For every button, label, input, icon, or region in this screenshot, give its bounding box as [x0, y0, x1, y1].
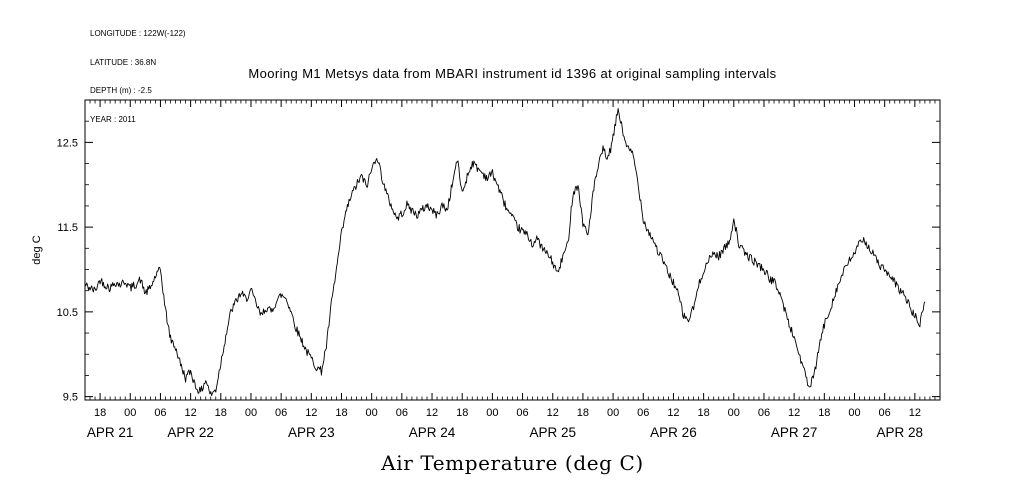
x-axis-tick-label: 00	[607, 407, 619, 419]
x-axis-tick-label: 12	[184, 407, 196, 419]
y-axis-title: deg C	[31, 235, 43, 264]
chart-title: Mooring M1 Metsys data from MBARI instru…	[248, 66, 777, 81]
y-axis-tick-label: 12.5	[57, 137, 78, 149]
meta-latitude: LATITUDE : 36.8N	[90, 57, 157, 67]
x-axis-tick-label: 00	[728, 407, 740, 419]
x-axis-tick-label: 06	[758, 407, 770, 419]
x-axis-day-label: APR 23	[288, 425, 335, 440]
y-axis-tick-label: 9.5	[63, 392, 78, 404]
series-line	[84, 107, 926, 396]
x-axis-tick-label: 00	[848, 407, 860, 419]
x-axis-day-label: APR 22	[167, 425, 214, 440]
x-axis-tick-label: 06	[396, 407, 408, 419]
x-axis-tick-label: 00	[366, 407, 378, 419]
x-axis-tick-label: 06	[879, 407, 891, 419]
x-axis-tick-label: 06	[275, 407, 287, 419]
x-axis-title: Air Temperature (deg C)	[381, 451, 644, 475]
x-axis-day-label: APR 28	[876, 425, 923, 440]
x-axis-tick-label: 00	[124, 407, 136, 419]
x-axis-tick-label: 00	[245, 407, 257, 419]
x-axis-day-label: APR 24	[409, 425, 456, 440]
x-axis-tick-label: 00	[486, 407, 498, 419]
x-axis-tick-label: 18	[697, 407, 709, 419]
x-axis-tick-label: 12	[426, 407, 438, 419]
meta-longitude: LONGITUDE : 122W(-122)	[90, 29, 186, 38]
x-axis-tick-label: 06	[637, 407, 649, 419]
x-axis-tick-label: 12	[909, 407, 921, 419]
x-axis-tick-label: 12	[667, 407, 679, 419]
x-axis-tick-label: 18	[818, 407, 830, 419]
x-axis-tick-label: 12	[788, 407, 800, 419]
x-axis-tick-label: 18	[335, 407, 347, 419]
meta-year: YEAR : 2011	[90, 114, 136, 124]
y-axis-tick-label: 11.5	[57, 222, 78, 234]
y-axis-tick-label: 10.5	[57, 307, 78, 319]
plot-frame	[84, 99, 941, 401]
x-axis-tick-label: 18	[94, 407, 106, 419]
x-axis-day-label: APR 25	[529, 425, 576, 440]
x-axis-day-label: APR 26	[650, 425, 697, 440]
header-info-block: LONGITUDE : 122W(-122) LATITUDE : 36.8N …	[90, 10, 186, 143]
x-axis-tick-label: 06	[516, 407, 528, 419]
meta-depth: DEPTH (m) : -2.5	[90, 86, 152, 95]
x-axis-tick-label: 12	[305, 407, 317, 419]
x-axis-tick-label: 18	[456, 407, 468, 419]
x-axis-day-label: APR 27	[771, 425, 818, 440]
x-axis-tick-label: 06	[154, 407, 166, 419]
x-axis-day-label: APR 21	[87, 425, 134, 440]
x-axis-tick-label: 12	[547, 407, 559, 419]
x-axis-tick-label: 18	[577, 407, 589, 419]
x-axis-tick-label: 18	[215, 407, 227, 419]
